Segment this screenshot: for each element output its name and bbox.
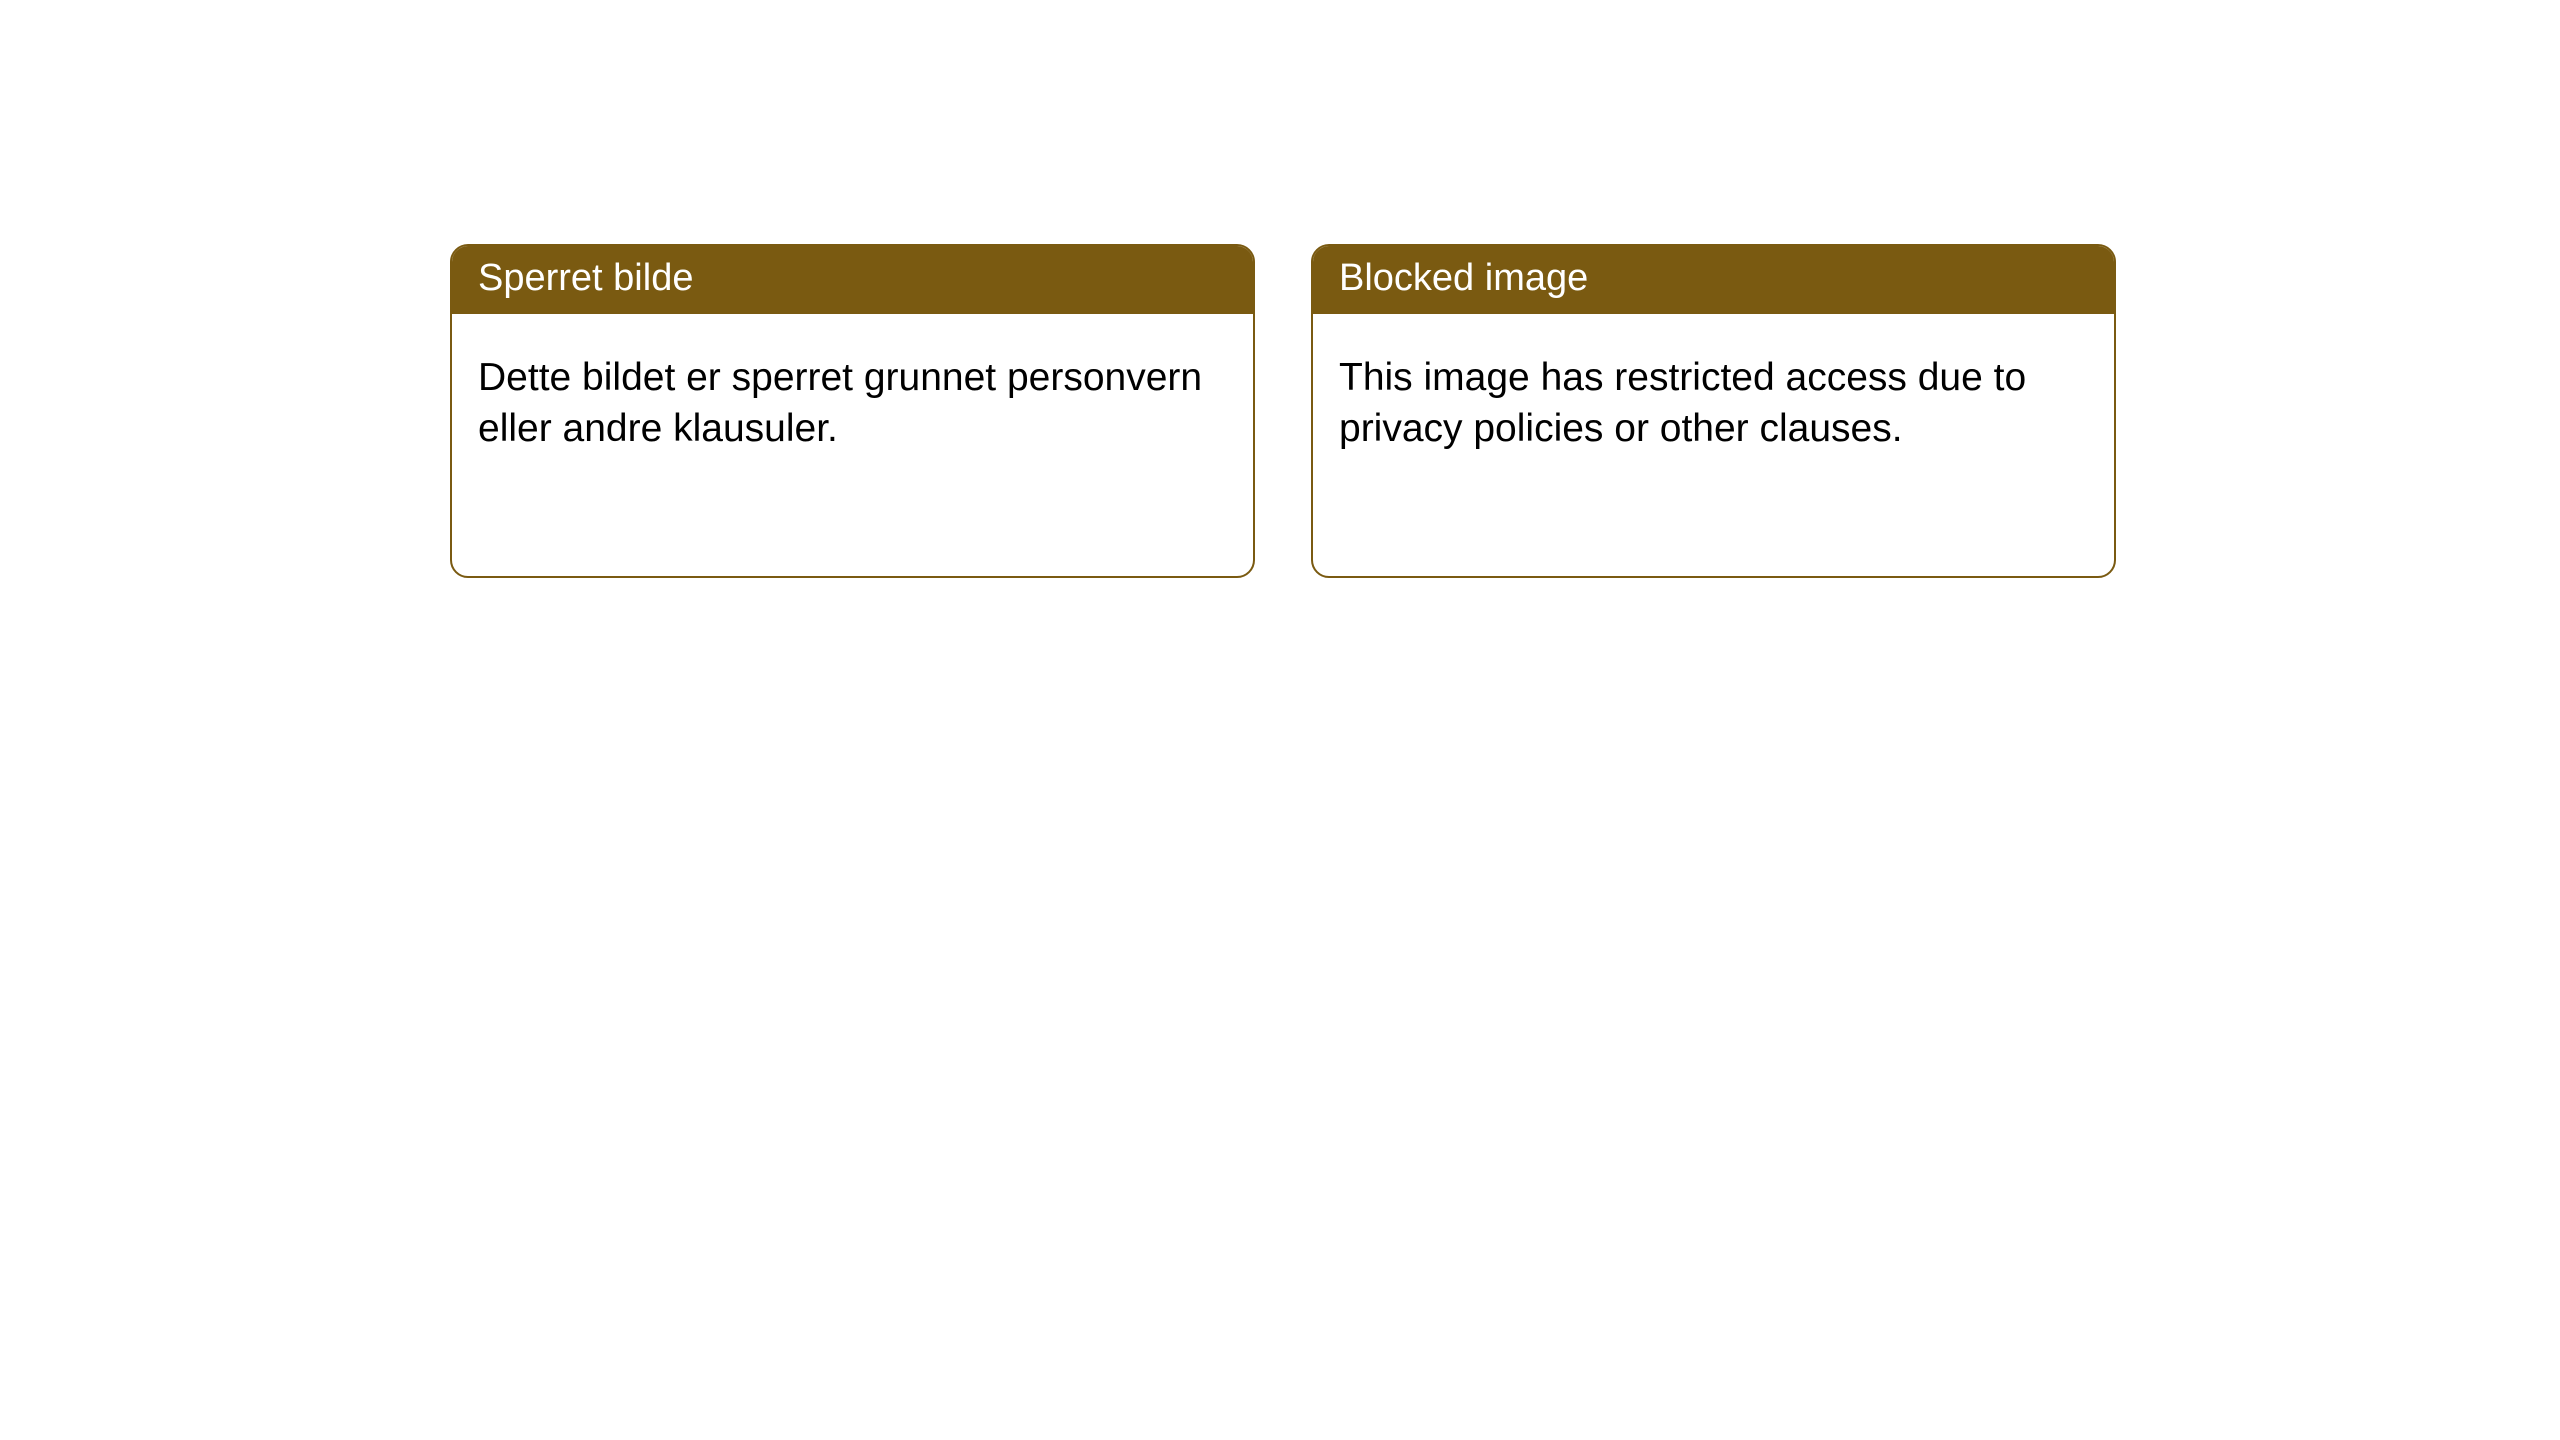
- blocked-image-card-no: Sperret bilde Dette bildet er sperret gr…: [450, 244, 1255, 578]
- card-header: Blocked image: [1313, 246, 2114, 314]
- blocked-image-card-en: Blocked image This image has restricted …: [1311, 244, 2116, 578]
- notice-container: Sperret bilde Dette bildet er sperret gr…: [0, 0, 2560, 578]
- card-header: Sperret bilde: [452, 246, 1253, 314]
- card-body: Dette bildet er sperret grunnet personve…: [452, 314, 1253, 481]
- card-body: This image has restricted access due to …: [1313, 314, 2114, 481]
